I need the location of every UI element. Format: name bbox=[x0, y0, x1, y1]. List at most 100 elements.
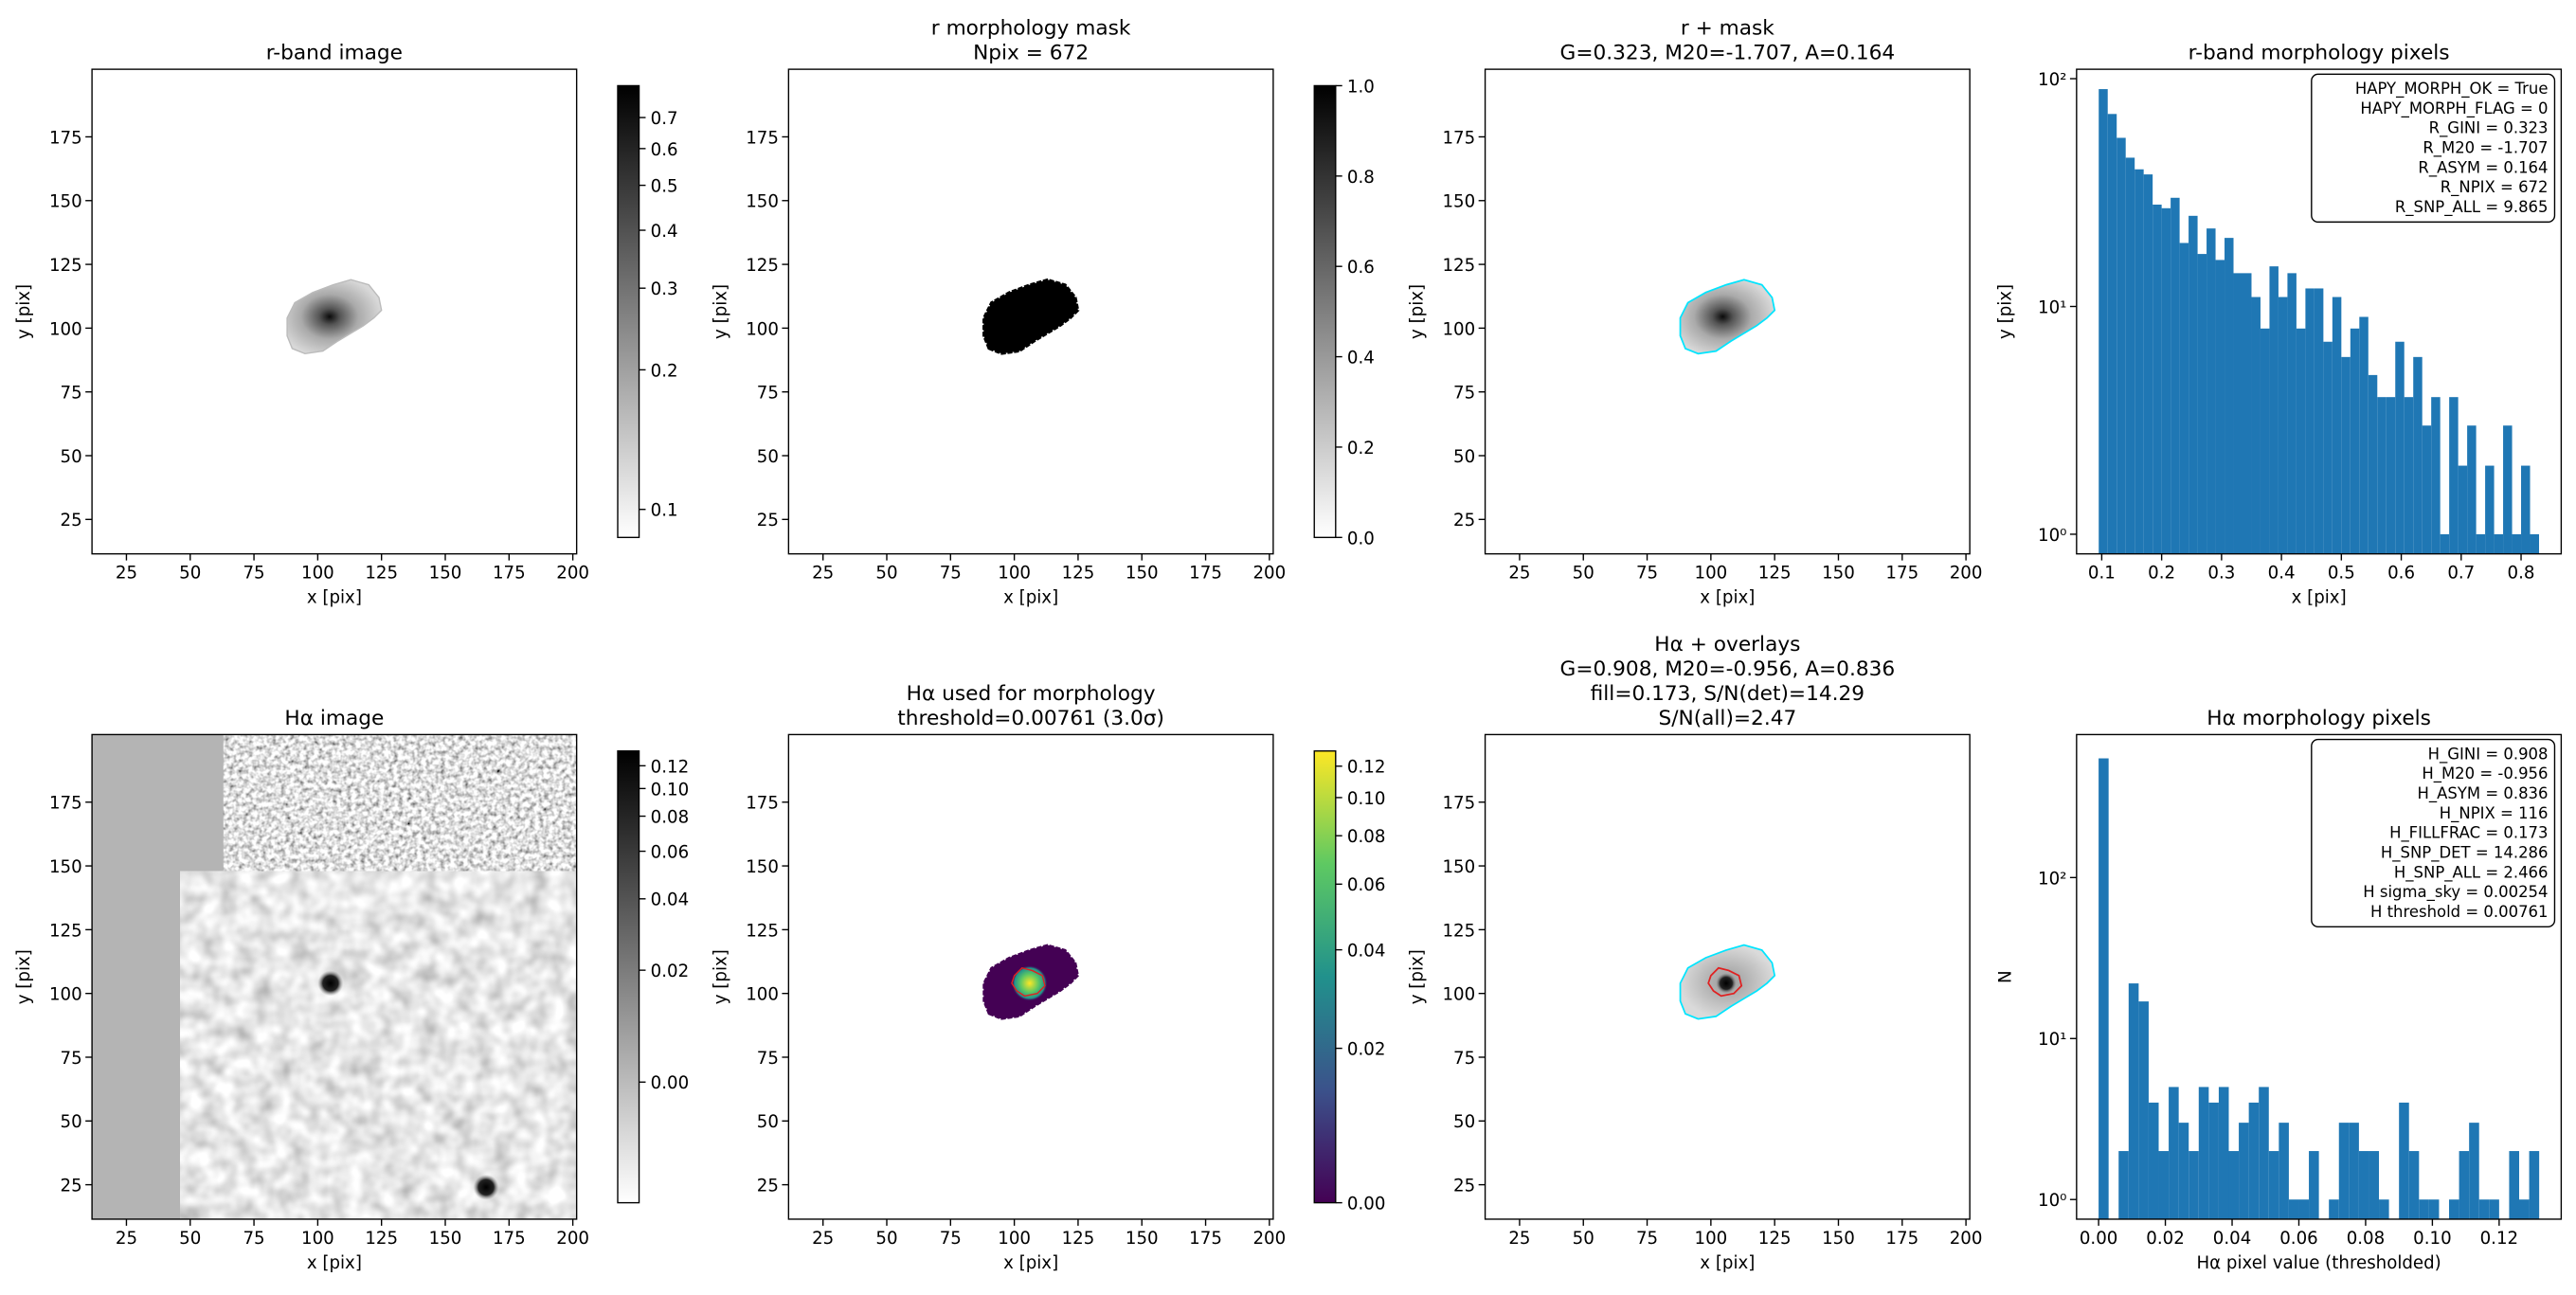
y-tick-label: 75 bbox=[1453, 384, 1475, 404]
hist-bar bbox=[2179, 243, 2189, 554]
x-axis-label: x [pix] bbox=[1700, 1253, 1755, 1273]
x-tick-label: 100 bbox=[1695, 1229, 1728, 1249]
y-tick-label: 75 bbox=[61, 1049, 82, 1069]
hist-bar bbox=[2239, 1123, 2249, 1219]
stats-line: H_NPIX = 116 bbox=[2440, 804, 2549, 823]
x-tick-label: 150 bbox=[1822, 1229, 1855, 1249]
hist-bar bbox=[2158, 1151, 2170, 1219]
x-axis-label: Hα pixel value (thresholded) bbox=[2196, 1253, 2441, 1273]
x-tick-label: 25 bbox=[812, 564, 834, 584]
hist-bar bbox=[2478, 1199, 2490, 1219]
plot-area bbox=[92, 69, 577, 554]
x-tick-label: 0.8 bbox=[2508, 564, 2535, 584]
hist-bar bbox=[2208, 1102, 2219, 1219]
x-tick-label: 175 bbox=[493, 564, 526, 584]
x-tick-label: 125 bbox=[365, 1229, 398, 1249]
source-dot bbox=[473, 1174, 499, 1200]
colorbar-tick-label: 0.02 bbox=[1347, 1040, 1386, 1060]
y-tick-label: 100 bbox=[49, 319, 82, 339]
x-tick-label: 175 bbox=[1189, 564, 1222, 584]
hist-bar bbox=[2228, 1151, 2240, 1219]
axes-frame bbox=[1484, 68, 1971, 555]
hist-bar bbox=[2377, 397, 2387, 554]
hist-bar bbox=[2287, 273, 2297, 554]
hist-bar bbox=[2128, 983, 2139, 1219]
colorbar-tick-label: 0.1 bbox=[651, 501, 678, 521]
panel-title: r + mask bbox=[1681, 17, 1774, 41]
x-tick-label: 50 bbox=[179, 1229, 201, 1249]
y-tick-label: 150 bbox=[1442, 192, 1475, 212]
y-tick-label: 100 bbox=[49, 985, 82, 1005]
colorbar-tick-label: 0.06 bbox=[1347, 875, 1386, 895]
hist-bar bbox=[2431, 397, 2441, 554]
y-tick-label: 175 bbox=[1442, 794, 1475, 814]
axes-frame bbox=[91, 733, 578, 1220]
x-tick-label: 200 bbox=[556, 564, 589, 584]
y-axis-label: y [pix] bbox=[711, 284, 730, 339]
y-tick-label: 10² bbox=[2038, 70, 2066, 90]
colorbar-tick-label: 0.6 bbox=[651, 140, 678, 160]
stats-line: H_SNP_ALL = 2.466 bbox=[2394, 863, 2549, 882]
noise-image-top bbox=[223, 734, 577, 872]
y-axis-label: y [pix] bbox=[1995, 284, 2015, 339]
x-tick-label: 175 bbox=[493, 1229, 526, 1249]
hist-bar bbox=[2503, 425, 2513, 554]
x-tick-label: 200 bbox=[556, 1229, 589, 1249]
stats-line: R_ASYM = 0.164 bbox=[2418, 158, 2548, 177]
hist-bar bbox=[2512, 533, 2522, 554]
stats-line: R_NPIX = 672 bbox=[2441, 178, 2549, 197]
panel-title: G=0.323, M20=-1.707, A=0.164 bbox=[1560, 42, 1896, 65]
y-tick-label: 10¹ bbox=[2038, 297, 2066, 317]
hist-bar bbox=[2494, 533, 2504, 554]
x-tick-label: 25 bbox=[1508, 564, 1530, 584]
x-tick-label: 50 bbox=[875, 1229, 897, 1249]
panel: 25 50 75 100 125 150 175 200 25 50 75 100 125 150 175 x… bbox=[711, 17, 1374, 608]
y-tick-label: 175 bbox=[746, 794, 779, 814]
hist-bar bbox=[2519, 1199, 2530, 1219]
hist-bar bbox=[2268, 1151, 2279, 1219]
x-tick-label: 0.7 bbox=[2447, 564, 2475, 584]
x-tick-label: 0.3 bbox=[2207, 564, 2235, 584]
y-tick-label: 125 bbox=[1442, 921, 1475, 941]
y-tick-label: 125 bbox=[49, 921, 82, 941]
hist-bar bbox=[2399, 1102, 2409, 1219]
stats-line: H_FILLFRAC = 0.173 bbox=[2389, 824, 2548, 843]
plot-area bbox=[788, 69, 1273, 554]
y-tick-label: 75 bbox=[757, 384, 779, 404]
stats-line: H_SNP_DET = 14.286 bbox=[2381, 843, 2549, 862]
colorbar-tick-label: 0.06 bbox=[651, 843, 690, 863]
threshold-contour bbox=[1011, 966, 1046, 998]
panel-title: r-band image bbox=[266, 42, 403, 65]
hist-bar bbox=[2135, 169, 2144, 554]
hist-bar bbox=[2395, 341, 2405, 554]
colorbar bbox=[1313, 750, 1337, 1204]
y-tick-label: 100 bbox=[1442, 319, 1475, 339]
source-dot bbox=[1716, 973, 1737, 994]
hist-bar bbox=[2467, 425, 2477, 554]
source-dot bbox=[317, 970, 344, 997]
y-tick-label: 150 bbox=[746, 192, 779, 212]
x-tick-label: 50 bbox=[875, 564, 897, 584]
panel: 25 50 75 100 125 150 175 200 25 50 75 100 125 150 175 x… bbox=[14, 42, 677, 608]
x-tick-label: 0.04 bbox=[2213, 1229, 2252, 1249]
plot-area bbox=[92, 734, 577, 1219]
x-tick-label: 150 bbox=[1126, 564, 1159, 584]
colorbar-tick-label: 0.7 bbox=[651, 109, 678, 129]
hist-bar bbox=[2349, 1123, 2359, 1219]
x-tick-label: 75 bbox=[940, 1229, 962, 1249]
hist-bar bbox=[2233, 273, 2243, 554]
panel-title: r-band morphology pixels bbox=[2189, 42, 2450, 65]
y-axis-label: y [pix] bbox=[711, 949, 730, 1004]
y-tick-label: 25 bbox=[1453, 1177, 1475, 1196]
y-axis-label: y [pix] bbox=[1408, 949, 1428, 1004]
y-tick-label: 175 bbox=[746, 128, 779, 148]
panel-title: Npix = 672 bbox=[973, 42, 1089, 65]
stats-line: R_M20 = -1.707 bbox=[2423, 139, 2548, 158]
colorbar-tick-label: 0.5 bbox=[651, 177, 678, 197]
hist-bar bbox=[2260, 328, 2270, 554]
colorbar-tick-label: 0.00 bbox=[1347, 1195, 1386, 1214]
y-axis-label: y [pix] bbox=[1408, 284, 1428, 339]
y-tick-label: 75 bbox=[61, 384, 82, 404]
panel-title: G=0.908, M20=-0.956, A=0.836 bbox=[1560, 657, 1896, 681]
y-tick-label: 150 bbox=[49, 192, 82, 212]
